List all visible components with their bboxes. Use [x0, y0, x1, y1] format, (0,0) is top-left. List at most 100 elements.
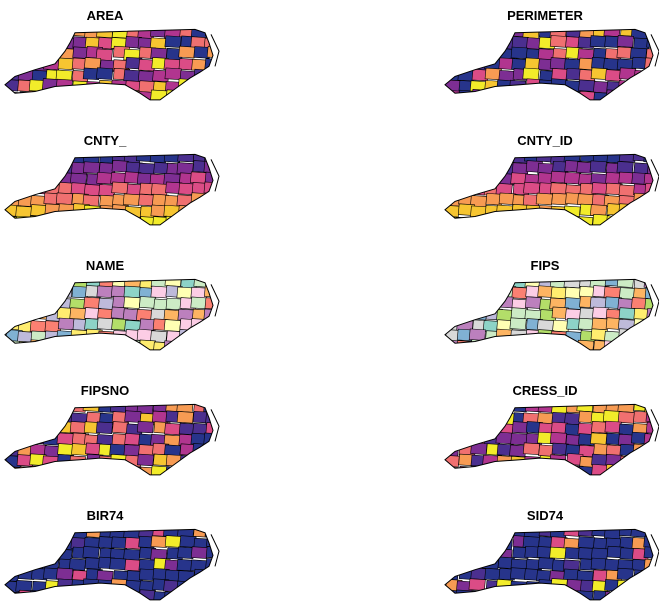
county [110, 90, 126, 102]
county [190, 172, 206, 184]
county [469, 548, 485, 560]
county [645, 205, 659, 217]
county [30, 321, 46, 333]
panel-title: AREA [87, 8, 124, 23]
county [473, 402, 489, 414]
county [46, 400, 62, 412]
panel-title: NAME [86, 258, 125, 273]
county [605, 421, 621, 433]
map-panel: PERIMETER [442, 8, 659, 104]
county [31, 287, 47, 299]
county [96, 422, 112, 434]
county [124, 297, 140, 309]
county [604, 527, 620, 539]
county [537, 340, 553, 352]
county [179, 46, 195, 58]
county [207, 81, 223, 93]
county [2, 308, 18, 320]
county [4, 412, 20, 424]
county [579, 91, 595, 103]
county [459, 47, 475, 59]
panel-title: PERIMETER [507, 8, 583, 23]
county [71, 590, 87, 602]
counties [442, 400, 659, 479]
county [647, 466, 659, 478]
map-panel: BIR74 [2, 508, 223, 602]
county [456, 276, 472, 288]
county [509, 464, 525, 476]
county [633, 150, 649, 162]
county [564, 206, 580, 218]
county [72, 81, 88, 93]
county [29, 216, 45, 228]
county [192, 591, 208, 602]
county [603, 410, 619, 422]
county [459, 172, 475, 184]
county [3, 527, 19, 539]
county [204, 217, 220, 229]
county [19, 92, 35, 104]
county [5, 467, 21, 479]
county [620, 456, 636, 468]
county [164, 592, 180, 602]
county [617, 90, 633, 102]
county [459, 411, 475, 423]
county [539, 216, 555, 228]
county [632, 205, 648, 217]
county [5, 298, 21, 310]
county [164, 341, 180, 353]
county [552, 215, 568, 227]
county [511, 590, 527, 602]
county [84, 297, 100, 309]
county [4, 548, 20, 560]
county [617, 466, 633, 478]
county [443, 90, 459, 102]
county [632, 455, 648, 467]
county [32, 27, 48, 39]
county [18, 58, 34, 70]
county [178, 150, 194, 162]
county [484, 171, 500, 183]
panel-title: BIR74 [87, 508, 125, 523]
county [444, 277, 460, 289]
county [193, 443, 209, 455]
county [177, 581, 193, 593]
outer-banks [651, 534, 659, 566]
county [457, 549, 473, 561]
county [631, 525, 647, 537]
county [524, 215, 540, 227]
county [58, 340, 74, 352]
county [6, 49, 22, 61]
county [526, 342, 542, 354]
county [510, 216, 526, 228]
county [57, 579, 73, 591]
panel-title: CNTY_ID [517, 133, 573, 148]
county [30, 46, 46, 58]
outer-banks [211, 409, 219, 441]
county [634, 70, 650, 82]
county [192, 341, 208, 353]
county [2, 36, 18, 48]
county [29, 424, 45, 436]
counties [442, 25, 659, 104]
county [165, 536, 181, 548]
county [151, 184, 167, 196]
county [444, 433, 460, 445]
county [19, 182, 35, 194]
county [457, 434, 473, 446]
county [4, 538, 20, 550]
county [509, 80, 525, 92]
county [194, 81, 210, 93]
county [483, 548, 499, 560]
county [483, 37, 499, 49]
county [485, 163, 501, 175]
county [644, 547, 659, 559]
county [193, 215, 209, 227]
county [496, 90, 512, 102]
county [84, 205, 100, 217]
county [472, 217, 488, 229]
county [31, 150, 47, 162]
county [73, 467, 89, 479]
county [470, 35, 486, 47]
county [124, 445, 140, 457]
